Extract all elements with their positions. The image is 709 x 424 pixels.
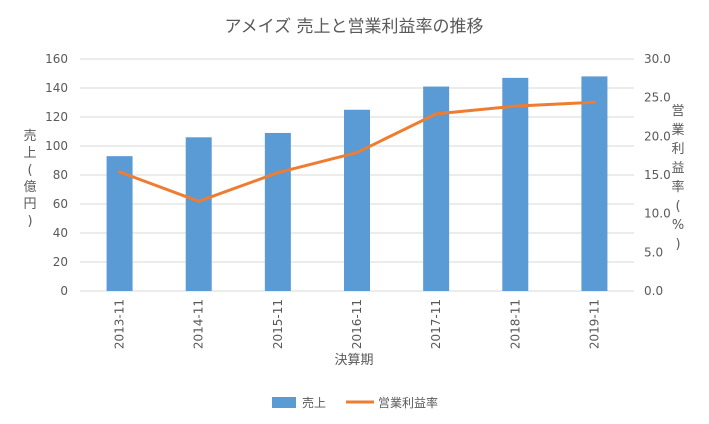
bar-2018-11 (502, 77, 529, 291)
right-tick-label: 25.0 (644, 91, 671, 105)
line-series (118, 100, 596, 203)
x-tick-label: 2013-11 (113, 299, 127, 349)
x-tick-label: 2017-11 (429, 299, 443, 349)
right-tick-label: 30.0 (644, 52, 671, 66)
left-axis-label-char: ( (27, 163, 32, 178)
line-point-2014-11 (197, 199, 201, 203)
x-tick-label: 2016-11 (350, 299, 364, 349)
right-axis-label-char: 率 (671, 179, 684, 195)
right-axis-label-char: ) (675, 237, 680, 252)
chart-title: アメイズ 売上と営業利益率の推移 (224, 17, 483, 37)
bar-2019-11 (581, 76, 608, 292)
right-axis-label-char: 益 (671, 161, 684, 176)
bar-2015-11 (264, 132, 291, 291)
right-axis-label: 営業利益率 (%) (671, 104, 684, 252)
right-axis-label-char: 業 (671, 122, 684, 138)
right-axis-ticks: 0.0 5.0 10.0 15.0 20.0 25.0 30.0 (644, 52, 671, 298)
bar-2016-11 (344, 109, 370, 291)
left-tick-label: 120 (45, 110, 68, 124)
line-point-2018-11 (513, 104, 517, 108)
left-tick-label: 80 (53, 168, 68, 182)
left-tick-label: 140 (45, 81, 68, 95)
left-axis-label-char: 売 (23, 128, 36, 144)
left-tick-label: 20 (53, 255, 68, 269)
x-axis-ticks: 2013-11 2014-11 2015-11 2016-11 2017-11 2018-… (113, 299, 602, 349)
right-axis-label-char: ( (675, 199, 680, 214)
right-tick-label: 15.0 (644, 168, 671, 182)
right-axis-label-char: 利 (671, 142, 684, 157)
x-tick-label: 2014-11 (192, 299, 206, 349)
line-point-2017-11 (434, 112, 438, 116)
right-axis-label-char: 営 (671, 104, 684, 119)
left-axis-ticks: 0 20 40 60 80 100 120 140 160 (45, 52, 68, 298)
x-tick-label: 2019-11 (587, 299, 601, 349)
bar-2017-11 (423, 86, 450, 291)
left-tick-label: 0 (60, 284, 68, 298)
left-tick-label: 60 (53, 197, 68, 211)
legend: 売上 営業利益率 (272, 395, 438, 410)
left-tick-label: 160 (45, 52, 68, 66)
right-axis-label-char: % (672, 218, 684, 233)
legend-label-sales: 売上 (302, 395, 326, 410)
left-axis-label-char: 億 (23, 179, 36, 195)
line-point-2015-11 (276, 171, 280, 175)
left-axis-label-char: 上 (23, 146, 36, 161)
right-tick-label: 0.0 (644, 284, 663, 298)
left-axis-label: 売上 (億円) (23, 128, 36, 229)
right-tick-label: 10.0 (644, 207, 671, 221)
legend-label-margin: 営業利益率 (378, 395, 438, 410)
bar-2013-11 (106, 156, 133, 291)
bar-2014-11 (185, 137, 212, 291)
x-axis-label: 決算期 (334, 353, 373, 368)
left-tick-label: 100 (45, 139, 68, 153)
line-point-2019-11 (592, 100, 596, 104)
left-axis-label-char: ) (27, 214, 32, 229)
left-axis-label-char: 円 (23, 197, 36, 212)
right-tick-label: 5.0 (644, 245, 663, 259)
bar-series (106, 76, 608, 292)
line-point-2013-11 (118, 170, 122, 174)
line-point-2016-11 (355, 151, 359, 155)
legend-swatch-sales (272, 397, 296, 408)
x-tick-label: 2015-11 (271, 299, 285, 349)
left-tick-label: 40 (53, 226, 68, 240)
x-tick-label: 2018-11 (508, 299, 522, 349)
right-tick-label: 20.0 (644, 129, 671, 143)
